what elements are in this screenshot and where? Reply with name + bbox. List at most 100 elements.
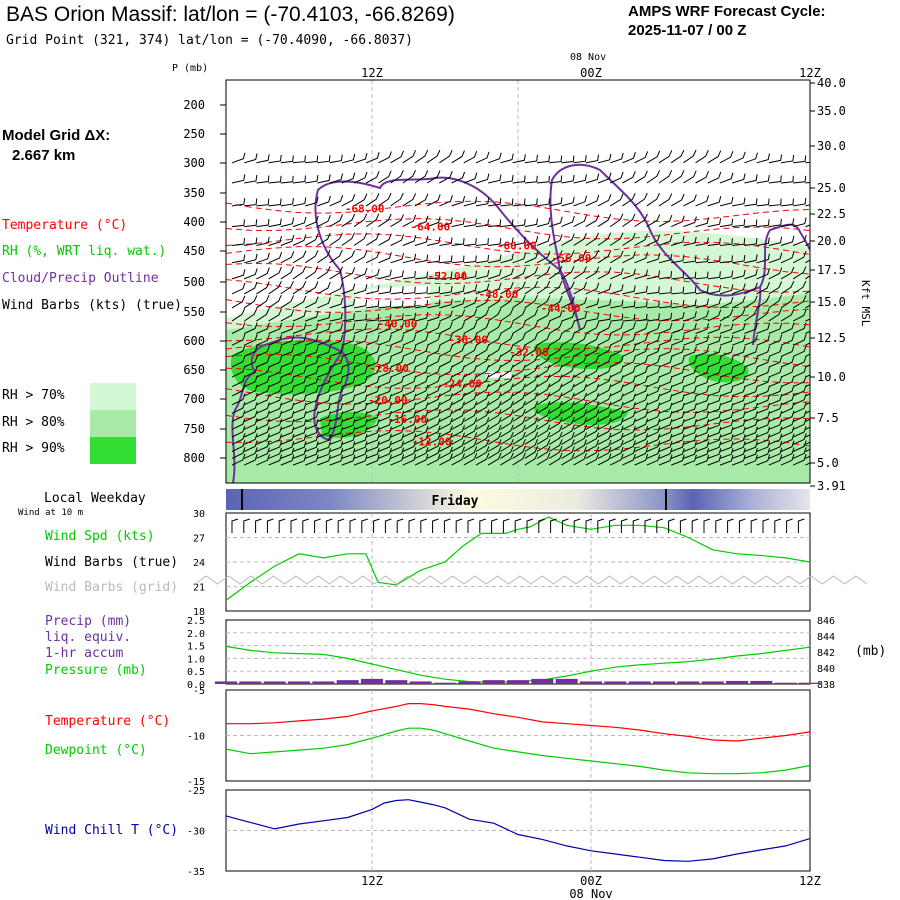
top-time-tick-2: 12Z — [799, 66, 821, 80]
wind-barb-108 — [378, 192, 392, 207]
wind-barb-415 — [610, 299, 624, 309]
wind-barb-1072 — [426, 432, 441, 445]
wind-barb-218 — [548, 234, 563, 246]
wind-speed-panel-ytick-3: 21 — [193, 583, 205, 594]
wind-barb-721 — [243, 375, 258, 388]
wind-barb-563 — [658, 334, 673, 346]
wind-barb-552 — [524, 332, 539, 346]
wind-barb-411 — [561, 296, 575, 309]
wind-barb-1049 — [732, 426, 746, 438]
wind-barb-934 — [500, 409, 514, 422]
wind-barb-153 — [341, 213, 356, 228]
wind-barb-902 — [695, 403, 710, 414]
wind-barb-880 — [426, 401, 441, 414]
wind-barb-796 — [573, 383, 587, 397]
wind-barb-549 — [487, 332, 502, 346]
surface-wind-barb-39 — [691, 518, 699, 533]
wind-barb-1090 — [646, 433, 661, 445]
wind-barb-691 — [463, 365, 478, 378]
wind-barb-893 — [585, 401, 600, 414]
wind-barb-840 — [524, 392, 539, 406]
wind-barb-146 — [256, 218, 270, 228]
wind-barb-776 — [329, 385, 344, 397]
wind-barb-1164 — [378, 447, 392, 459]
surface-wind-barb-2 — [255, 518, 262, 533]
wind-barb-625 — [243, 355, 258, 368]
wind-barb-822 — [305, 394, 319, 406]
wind-barb-506 — [548, 321, 563, 334]
wind-barb-667 — [756, 356, 771, 368]
wind-barb-1102 — [792, 433, 807, 445]
wind-barb-957 — [780, 410, 795, 422]
wind-barb-963 — [268, 418, 283, 430]
wind-barb-485 — [292, 323, 307, 334]
wind-barb-440 — [329, 312, 343, 322]
wind-barb-806 — [695, 385, 710, 397]
wind-barb-860 — [768, 394, 783, 406]
wind-barb-1217 — [439, 453, 453, 466]
wind-barb-141 — [780, 198, 794, 207]
surface-wind-barb-35 — [644, 518, 652, 533]
wind-barb-947 — [658, 410, 673, 422]
wind-barb-24 — [524, 154, 538, 164]
wind-barb-45 — [780, 154, 795, 164]
wind-barb-1205 — [292, 454, 307, 466]
wind-barb-77 — [585, 173, 600, 184]
wind-barb-157 — [390, 214, 404, 228]
wind-chill-panel-ytick-0: -25 — [187, 786, 205, 797]
wind-barb-431 — [805, 304, 810, 309]
rh90-region-5 — [320, 412, 378, 438]
wind-barb-995 — [658, 418, 673, 430]
wind-barb-658 — [646, 356, 661, 368]
wind-barb-309 — [488, 269, 502, 280]
wind-barb-207 — [414, 235, 429, 246]
wind-barb-286 — [792, 251, 807, 264]
wind-barb-234 — [744, 237, 758, 246]
wind-barb-609 — [634, 345, 649, 357]
wind-barb-40 — [719, 151, 734, 164]
wind-barb-29 — [585, 154, 599, 164]
wind-barb-1147 — [756, 440, 771, 452]
wind-barb-683 — [366, 366, 380, 378]
wind-barb-502 — [500, 321, 514, 334]
legend-temperature: Temperature (°C) — [2, 218, 128, 233]
wind-barb-1026 — [451, 425, 465, 438]
wind-barb-296 — [329, 266, 343, 280]
wind-barb-912 — [231, 410, 246, 422]
wind-barb-159 — [414, 215, 429, 228]
wind-barb-342 — [304, 281, 319, 295]
wind-barb-903 — [707, 403, 722, 414]
precip-bar-17 — [628, 681, 651, 684]
wind-barb-154 — [353, 213, 368, 228]
wind-barb-764 — [768, 375, 783, 388]
wind-barb-109 — [390, 192, 404, 207]
wind-barb-339 — [268, 280, 282, 295]
wind-barb-967 — [317, 419, 331, 430]
wind-barb-1178 — [548, 446, 563, 459]
wind-barb-929 — [439, 409, 453, 422]
wind-barb-1112 — [329, 441, 344, 452]
wind-barb-424 — [719, 296, 734, 309]
wind-barb-1024 — [426, 425, 441, 438]
wind-barb-617 — [732, 346, 746, 357]
wind-barb-724 — [280, 376, 295, 388]
legend-rh: RH (%, WRT liq. wat.) — [2, 244, 167, 259]
isotherm-label-14: -12.00 — [412, 435, 452, 448]
surface-wind-barb-21 — [479, 518, 486, 533]
wind-barb-91 — [756, 174, 770, 184]
wind-barb-244 — [280, 251, 295, 264]
wind-barb-638 — [402, 355, 417, 368]
wind-barb-341 — [292, 280, 307, 295]
wind-barb-335 — [805, 275, 810, 280]
wind-barb-1053 — [780, 426, 795, 438]
wind-barb-917 — [292, 411, 307, 422]
wind-barb-465 — [634, 313, 648, 322]
wind-barb-32 — [622, 152, 636, 164]
wind-barb-560 — [622, 333, 636, 346]
wind-barb-597 — [487, 344, 502, 357]
precip-pressure-panel-y2tick-0: 846 — [817, 616, 835, 627]
wind-barb-1129 — [536, 439, 551, 452]
wind-barb-1229 — [585, 453, 600, 466]
wind-barb-620 — [768, 345, 783, 357]
wind-barb-83 — [658, 169, 673, 184]
